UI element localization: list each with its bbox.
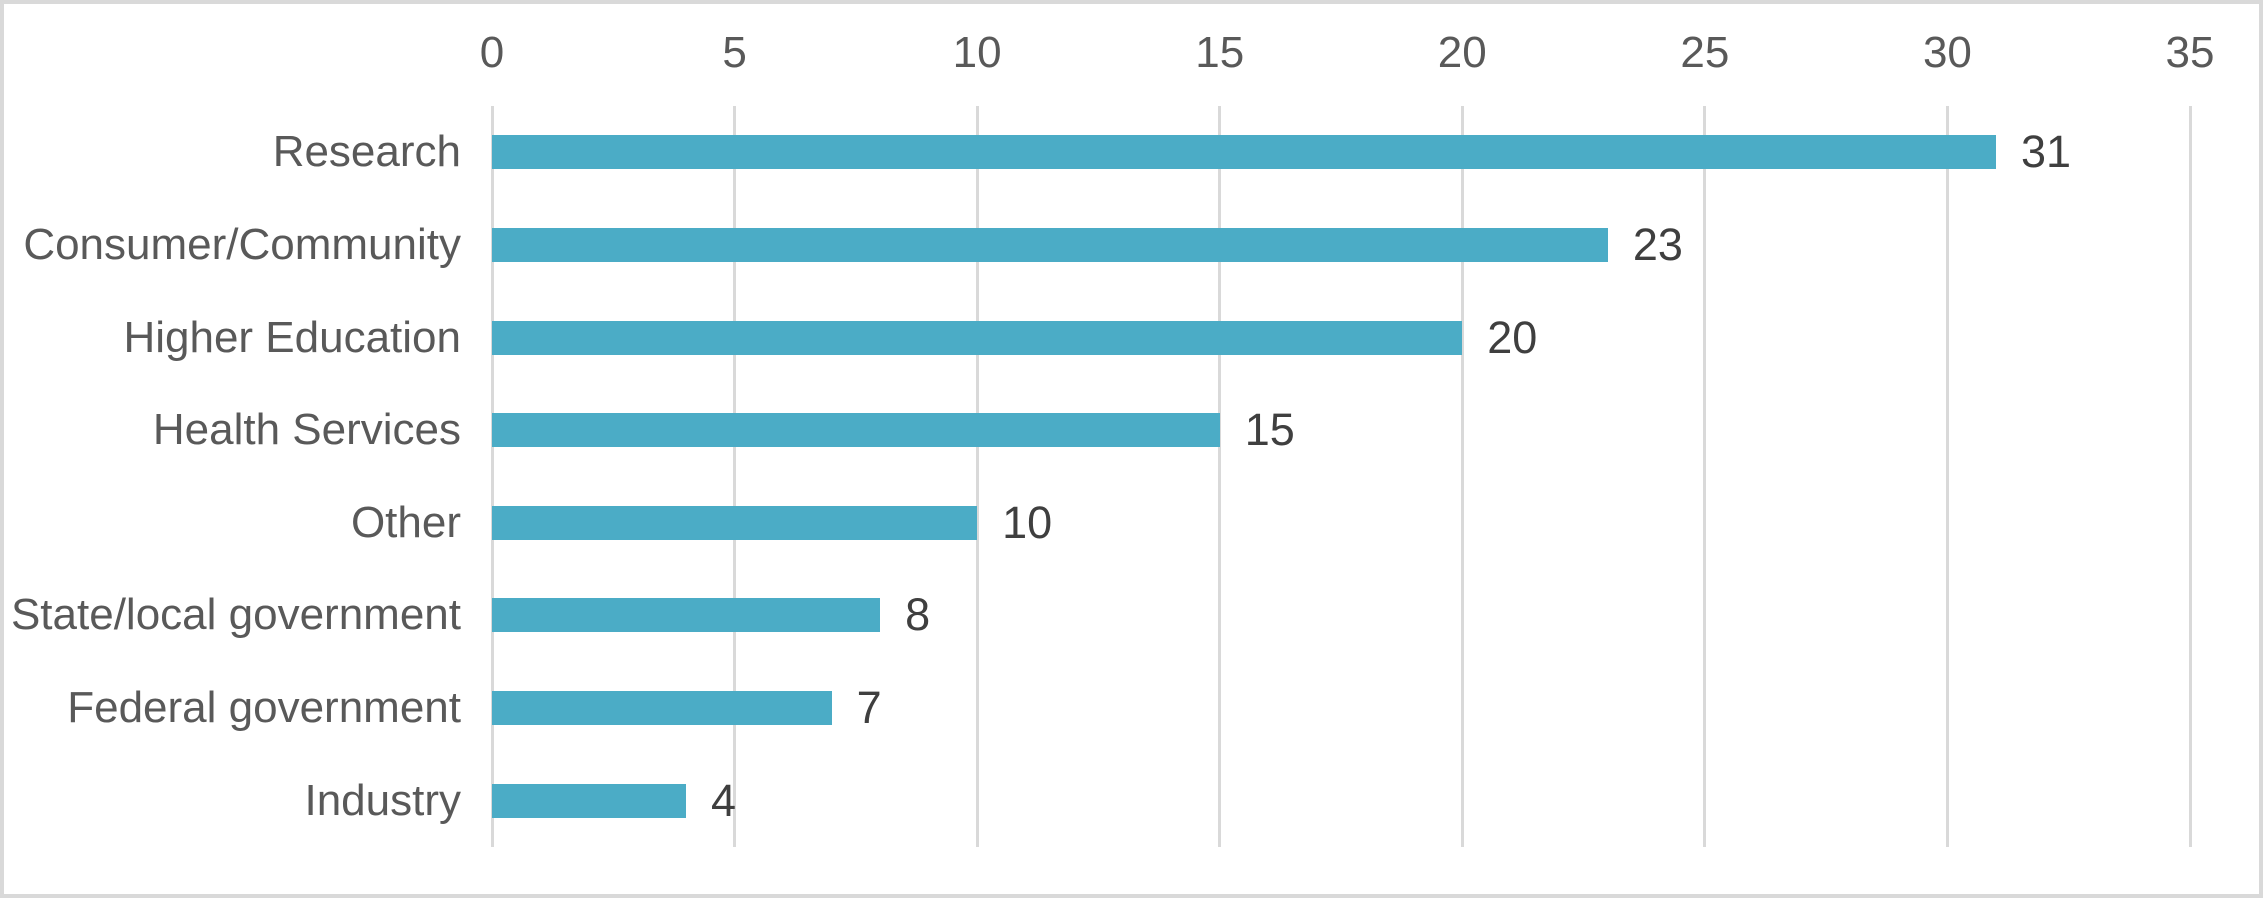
value-label: 31 — [2020, 126, 2071, 178]
bar — [492, 691, 832, 726]
x-axis-tick-label: 10 — [952, 28, 1002, 77]
value-label: 23 — [1632, 218, 1683, 270]
value-label: 4 — [711, 774, 737, 826]
x-axis-tick-label: 35 — [2165, 28, 2215, 77]
category-label: Federal government — [67, 683, 461, 733]
gridline-x-25 — [1703, 106, 1707, 847]
bar — [492, 227, 1608, 262]
x-axis-tick-label: 15 — [1195, 28, 1245, 77]
category-label: Higher Education — [123, 312, 461, 362]
category-label: State/local government — [10, 590, 461, 640]
gridline-x-15 — [1218, 106, 1222, 847]
x-axis-tick-label: 5 — [722, 28, 747, 77]
bar — [492, 320, 1463, 355]
category-label: Research — [272, 127, 461, 177]
gridline-x-10 — [975, 106, 979, 847]
category-label: Consumer/Community — [23, 219, 461, 269]
value-label: 20 — [1487, 311, 1538, 363]
gridline-x-20 — [1460, 106, 1464, 847]
gridline-x-30 — [1945, 106, 1949, 847]
category-label: Health Services — [152, 405, 461, 455]
bar — [492, 783, 687, 818]
category-label: Other — [350, 497, 461, 547]
value-label: 8 — [905, 589, 931, 641]
value-label: 15 — [1244, 404, 1295, 456]
bar — [492, 505, 978, 540]
value-label: 10 — [1002, 496, 1053, 548]
x-axis-tick-label: 0 — [479, 28, 505, 77]
category-label: Industry — [304, 775, 461, 825]
x-axis-tick-label: 20 — [1437, 28, 1487, 77]
gridline-x-0 — [490, 106, 494, 847]
x-axis-tick-label: 30 — [1922, 28, 1972, 77]
bar — [492, 598, 881, 633]
gridline-x-35 — [2188, 106, 2192, 847]
bar — [492, 135, 1996, 170]
x-axis-tick-label: 25 — [1680, 28, 1730, 77]
bar — [492, 413, 1220, 448]
value-label: 7 — [856, 682, 882, 734]
gridline-x-5 — [733, 106, 737, 847]
